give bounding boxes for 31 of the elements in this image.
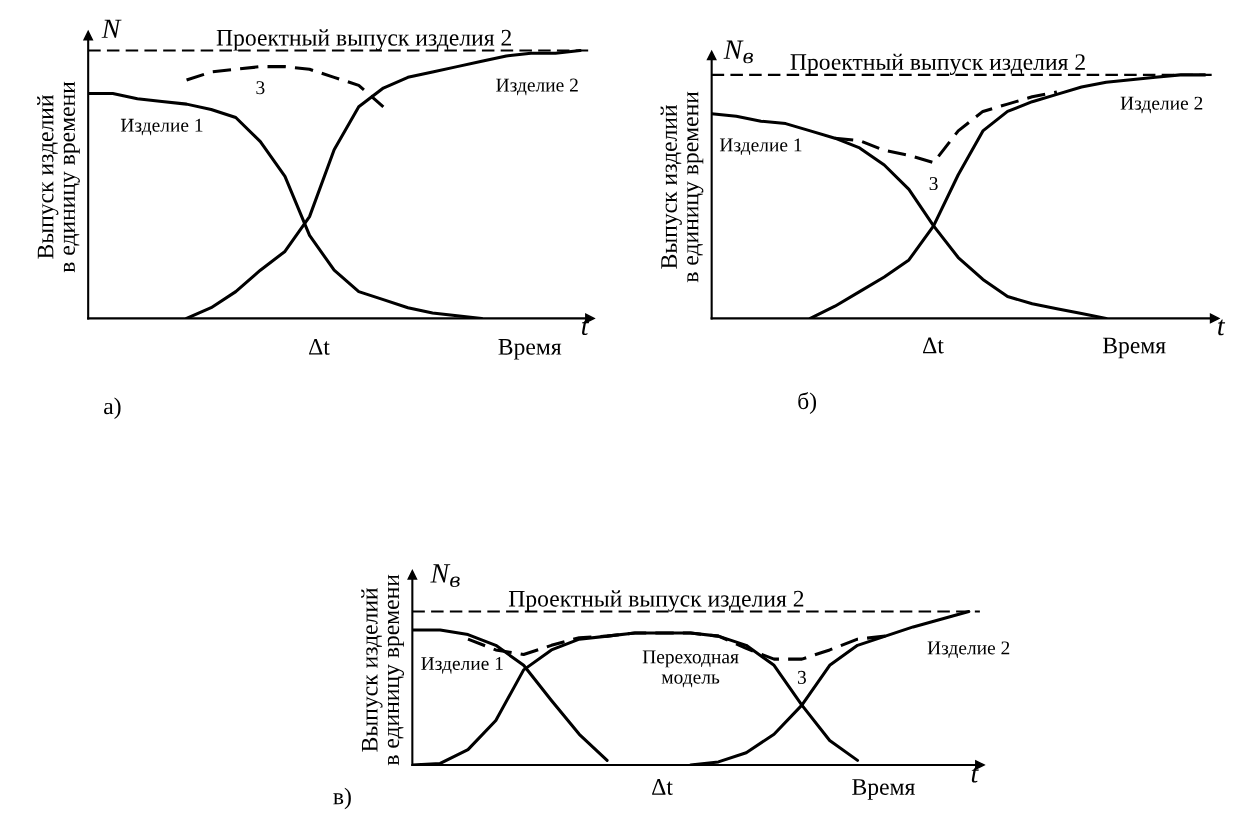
x-axis-title: Время — [1102, 337, 1166, 359]
text: N$_{в}$ — [430, 564, 460, 588]
series-label: Изделие 2 — [496, 78, 578, 96]
text: б) — [798, 392, 817, 414]
series-label: 3 — [256, 81, 265, 95]
series-label: Изделие 1 — [719, 138, 802, 156]
series-label: Переходная модель — [642, 650, 739, 688]
text: N$_{в}$ — [723, 40, 753, 64]
text: t — [1218, 319, 1226, 336]
series-label: Изделие 2 — [927, 641, 1010, 659]
ref-line-label: Проектный выпуск изделия 2 — [508, 590, 804, 612]
text: t — [581, 319, 589, 336]
series-label: 3 — [929, 177, 938, 191]
x-axis-title: Время — [852, 779, 915, 800]
y-axis-title: Выпуск изделий в единицу времени — [660, 91, 704, 283]
y-axis-title: Выпуск изделий в единицу времени — [361, 574, 405, 766]
y-axis-title: Выпуск изделий в единицу времени — [37, 81, 80, 273]
text: в) — [333, 787, 351, 810]
ref-line-label: Проектный выпуск изделия 2 — [790, 53, 1085, 75]
series-label: Изделие 1 — [421, 657, 503, 674]
x-axis-title: Время — [498, 339, 562, 360]
text: Δt — [923, 337, 944, 354]
text: Δt — [652, 779, 673, 795]
text: Δt — [309, 338, 330, 355]
text: N — [101, 19, 122, 38]
series-label: Изделие 1 — [120, 118, 203, 136]
ref-line-label: Проектный выпуск изделия 2 — [216, 29, 511, 51]
series-label: Изделие 2 — [1120, 96, 1203, 114]
text: t — [971, 766, 979, 783]
text: а) — [104, 397, 121, 419]
series-label: 3 — [797, 670, 806, 684]
